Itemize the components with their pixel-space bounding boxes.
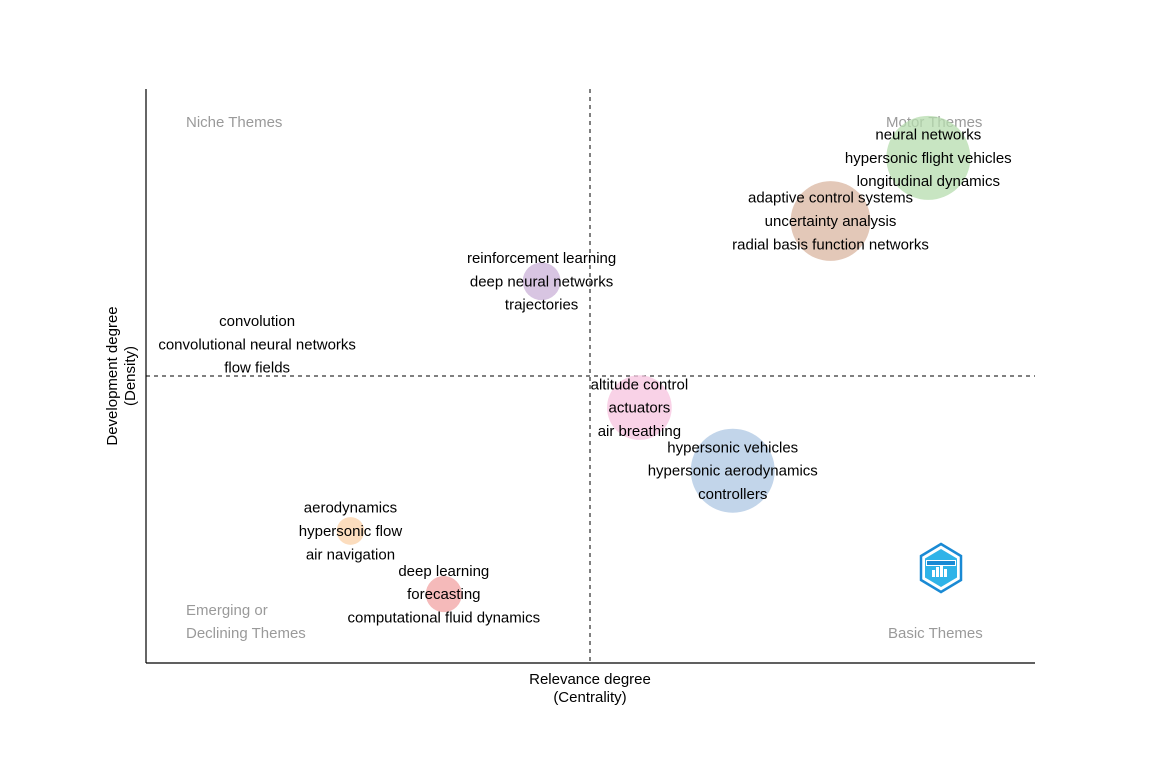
- cluster-term-label: computational fluid dynamics: [348, 609, 541, 626]
- cluster-term-label: altitude control: [591, 376, 689, 393]
- cluster-bubble: [425, 576, 462, 613]
- cluster-term-label: forecasting: [407, 586, 480, 603]
- cluster-bubbles: [255, 115, 971, 613]
- cluster-term-label: convolutional neural networks: [158, 336, 356, 353]
- cluster-term-label: hypersonic aerodynamics: [648, 463, 818, 480]
- cluster-term-label: air breathing: [598, 423, 681, 440]
- cluster-term-label: hypersonic flow: [299, 523, 403, 540]
- cluster-term-label: deep learning: [398, 563, 489, 580]
- quadrant-label-basic: Basic Themes: [888, 625, 983, 642]
- cluster-bubble: [607, 375, 672, 440]
- quadrant-label-emerging-2: Declining Themes: [186, 625, 306, 642]
- cluster-bubble: [522, 262, 561, 301]
- cluster-term-label: uncertainty analysis: [765, 213, 897, 230]
- cluster-term-label: hypersonic vehicles: [667, 439, 798, 456]
- cluster-term-label: actuators: [609, 400, 671, 417]
- cluster-bubble: [790, 181, 871, 261]
- cluster-term-label: trajectories: [505, 297, 578, 314]
- cluster-term-label: flow fields: [224, 360, 290, 377]
- cluster-term-label: convolution: [219, 313, 295, 330]
- cluster-bubble: [690, 428, 775, 513]
- cluster-term-label: controllers: [698, 486, 767, 503]
- x-axis-title: Relevance degree: [529, 671, 651, 688]
- cluster-term-label: air navigation: [306, 546, 395, 563]
- cluster-labels: neural networks hypersonic flight vehicle…: [158, 127, 1011, 627]
- cluster-term-label: aerodynamics: [304, 500, 397, 517]
- bibliometrix-logo-icon: [919, 542, 963, 594]
- quadrant-label-niche: Niche Themes: [186, 114, 282, 131]
- cluster-term-label: hypersonic flight vehicles: [845, 150, 1012, 167]
- x-axis-subtitle: (Centrality): [553, 689, 626, 706]
- cluster-bubble: [886, 115, 971, 200]
- cluster-term-label: longitudinal dynamics: [857, 173, 1000, 190]
- quadrant-label-emerging-1: Emerging or: [186, 602, 268, 619]
- y-axis-title: Development degree: [104, 306, 121, 445]
- cluster-term-label: reinforcement learning: [467, 250, 616, 267]
- cluster-term-label: deep neural networks: [470, 273, 613, 290]
- cluster-term-label: adaptive control systems: [748, 190, 913, 207]
- cluster-bubble: [255, 342, 260, 347]
- cluster-term-label: radial basis function networks: [732, 236, 929, 253]
- cluster-bubble: [336, 517, 365, 545]
- y-axis-subtitle: (Density): [122, 346, 139, 406]
- cluster-term-label: neural networks: [875, 127, 981, 144]
